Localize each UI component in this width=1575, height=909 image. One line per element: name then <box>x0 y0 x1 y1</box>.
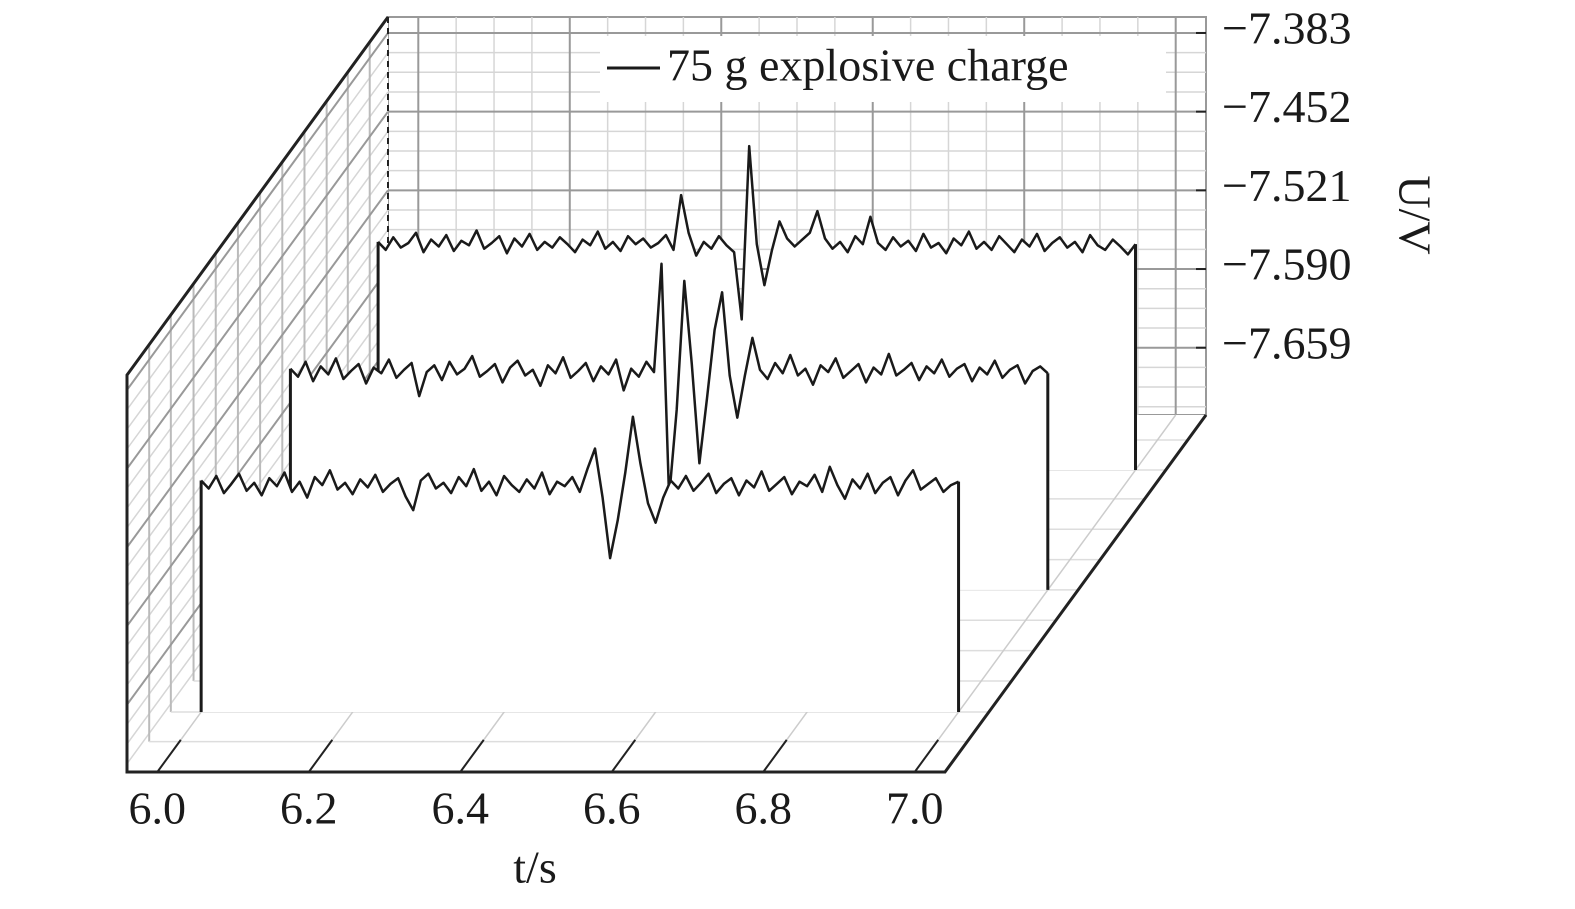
x-tick <box>156 739 182 773</box>
y-tick-label: −7.590 <box>1222 239 1351 290</box>
axis-frame <box>125 16 1208 774</box>
x-tick-label: 6.4 <box>432 783 490 834</box>
x-tick-label: 6.6 <box>583 783 641 834</box>
wall-grid-line <box>126 32 389 391</box>
trace-line <box>377 144 1137 321</box>
x-tick <box>307 739 334 773</box>
legend-box <box>600 36 1166 102</box>
y-tick-label: −7.659 <box>1222 317 1351 368</box>
x-axis-label: t/s <box>513 842 556 893</box>
x-tick <box>610 739 637 773</box>
x-tick-label: 6.8 <box>734 783 792 834</box>
x-tick-label: 7.0 <box>886 783 944 834</box>
wall-grid-line <box>126 189 389 548</box>
trace-line <box>200 415 960 560</box>
frame <box>125 16 1208 774</box>
y-tick-label: −7.452 <box>1222 81 1351 132</box>
floor-grid-line <box>914 414 1177 773</box>
legend-label: 75 g explosive charge <box>667 40 1069 91</box>
x-tick-label: 6.0 <box>129 783 187 834</box>
y-tick-label: −7.383 <box>1222 3 1351 54</box>
curtain <box>201 416 959 713</box>
tick-labels: 6.0 6.2 6.4 6.6 6.8 7.0 −7.383 −7.452 −7.521 −7.5… <box>129 3 1352 834</box>
y-tick-label: −7.521 <box>1222 160 1351 211</box>
legend: 75 g explosive charge <box>600 36 1166 102</box>
wall-grid-line <box>126 268 389 627</box>
left-wall <box>127 17 388 772</box>
x-tick-label: 6.2 <box>280 783 338 834</box>
x-tick <box>459 739 485 773</box>
wall-grid-line <box>126 111 389 470</box>
traces <box>199 144 1138 713</box>
x-tick <box>913 739 940 773</box>
x-tick <box>762 739 788 773</box>
y-axis-label: U/V <box>1389 175 1440 254</box>
